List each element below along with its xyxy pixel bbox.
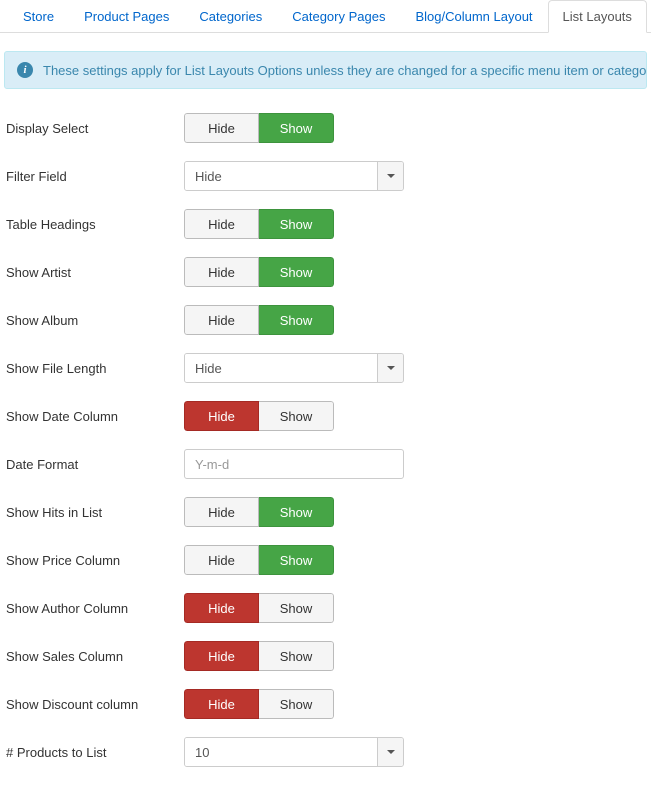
- toggle-hide-button[interactable]: Hide: [184, 689, 259, 719]
- toggle-show-button[interactable]: Show: [259, 113, 334, 143]
- toggle-show-button[interactable]: Show: [259, 545, 334, 575]
- toggle-hide-button[interactable]: Hide: [184, 257, 259, 287]
- row-show-hits: Show Hits in List Hide Show: [4, 497, 647, 527]
- label-date-format: Date Format: [4, 457, 184, 472]
- label-show-discount-column: Show Discount column: [4, 697, 184, 712]
- chevron-down-icon: [377, 354, 403, 382]
- toggle-hide-button[interactable]: Hide: [184, 305, 259, 335]
- toggle-hide-button[interactable]: Hide: [184, 401, 259, 431]
- row-show-album: Show Album Hide Show: [4, 305, 647, 335]
- settings-form: Display Select Hide Show Filter Field Hi…: [0, 113, 651, 805]
- tab-categories[interactable]: Categories: [184, 0, 277, 33]
- row-show-date-column: Show Date Column Hide Show: [4, 401, 647, 431]
- toggle-show-button[interactable]: Show: [259, 641, 334, 671]
- toggle-hide-button[interactable]: Hide: [184, 593, 259, 623]
- tab-store[interactable]: Store: [8, 0, 69, 33]
- select-value: Hide: [185, 354, 377, 382]
- toggle-show-author-column: Hide Show: [184, 593, 334, 623]
- row-show-author-column: Show Author Column Hide Show: [4, 593, 647, 623]
- toggle-hide-button[interactable]: Hide: [184, 641, 259, 671]
- toggle-show-discount-column: Hide Show: [184, 689, 334, 719]
- toggle-show-button[interactable]: Show: [259, 401, 334, 431]
- toggle-show-price-column: Hide Show: [184, 545, 334, 575]
- label-filter-field: Filter Field: [4, 169, 184, 184]
- toggle-show-artist: Hide Show: [184, 257, 334, 287]
- toggle-hide-button[interactable]: Hide: [184, 209, 259, 239]
- label-show-album: Show Album: [4, 313, 184, 328]
- label-show-hits: Show Hits in List: [4, 505, 184, 520]
- label-show-file-length: Show File Length: [4, 361, 184, 376]
- row-show-file-length: Show File Length Hide: [4, 353, 647, 383]
- select-value: 10: [185, 738, 377, 766]
- select-value: Hide: [185, 162, 377, 190]
- toggle-show-date-column: Hide Show: [184, 401, 334, 431]
- info-alert-text: These settings apply for List Layouts Op…: [43, 63, 647, 78]
- chevron-down-icon: [377, 162, 403, 190]
- row-display-select: Display Select Hide Show: [4, 113, 647, 143]
- row-show-price-column: Show Price Column Hide Show: [4, 545, 647, 575]
- row-show-sales-column: Show Sales Column Hide Show: [4, 641, 647, 671]
- toggle-show-button[interactable]: Show: [259, 209, 334, 239]
- toggle-show-button[interactable]: Show: [259, 497, 334, 527]
- row-products-to-list: # Products to List 10: [4, 737, 647, 767]
- tab-blog-column-layout[interactable]: Blog/Column Layout: [400, 0, 547, 33]
- row-table-headings: Table Headings Hide Show: [4, 209, 647, 239]
- tab-overflow[interactable]: S: [647, 0, 651, 33]
- toggle-hide-button[interactable]: Hide: [184, 113, 259, 143]
- row-filter-field: Filter Field Hide: [4, 161, 647, 191]
- toggle-show-hits: Hide Show: [184, 497, 334, 527]
- toggle-show-button[interactable]: Show: [259, 593, 334, 623]
- select-products-to-list[interactable]: 10: [184, 737, 404, 767]
- tab-product-pages[interactable]: Product Pages: [69, 0, 184, 33]
- toggle-show-sales-column: Hide Show: [184, 641, 334, 671]
- toggle-show-button[interactable]: Show: [259, 257, 334, 287]
- label-table-headings: Table Headings: [4, 217, 184, 232]
- row-date-format: Date Format: [4, 449, 647, 479]
- tab-category-pages[interactable]: Category Pages: [277, 0, 400, 33]
- info-icon: i: [17, 62, 33, 78]
- label-display-select: Display Select: [4, 121, 184, 136]
- label-show-sales-column: Show Sales Column: [4, 649, 184, 664]
- toggle-display-select: Hide Show: [184, 113, 334, 143]
- select-show-file-length[interactable]: Hide: [184, 353, 404, 383]
- input-date-format[interactable]: [184, 449, 404, 479]
- toggle-hide-button[interactable]: Hide: [184, 497, 259, 527]
- label-show-price-column: Show Price Column: [4, 553, 184, 568]
- toggle-table-headings: Hide Show: [184, 209, 334, 239]
- info-alert: i These settings apply for List Layouts …: [4, 51, 647, 89]
- label-show-date-column: Show Date Column: [4, 409, 184, 424]
- select-filter-field[interactable]: Hide: [184, 161, 404, 191]
- toggle-show-album: Hide Show: [184, 305, 334, 335]
- label-show-artist: Show Artist: [4, 265, 184, 280]
- toggle-hide-button[interactable]: Hide: [184, 545, 259, 575]
- toggle-show-button[interactable]: Show: [259, 305, 334, 335]
- row-show-discount-column: Show Discount column Hide Show: [4, 689, 647, 719]
- row-show-artist: Show Artist Hide Show: [4, 257, 647, 287]
- tab-bar: Store Product Pages Categories Category …: [0, 0, 651, 33]
- toggle-show-button[interactable]: Show: [259, 689, 334, 719]
- tab-list-layouts[interactable]: List Layouts: [548, 0, 647, 33]
- chevron-down-icon: [377, 738, 403, 766]
- label-show-author-column: Show Author Column: [4, 601, 184, 616]
- label-products-to-list: # Products to List: [4, 745, 184, 760]
